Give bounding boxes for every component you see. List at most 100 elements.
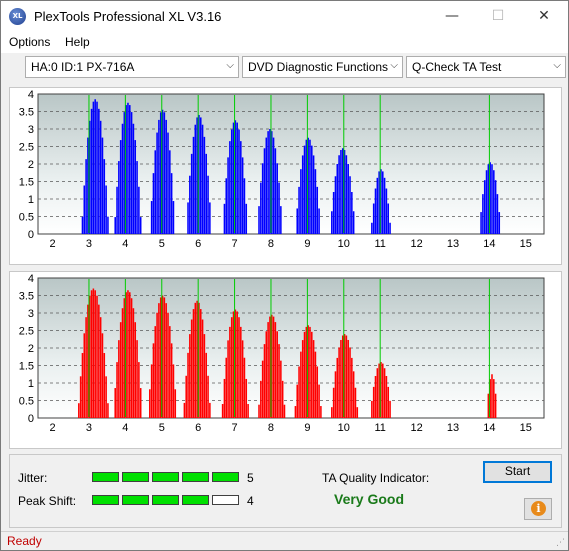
chevron-down-icon: ⌵ bbox=[226, 60, 234, 71]
histogram-bar bbox=[236, 311, 238, 418]
histogram-bar bbox=[83, 333, 86, 418]
histogram-bar bbox=[129, 105, 131, 234]
title-bar[interactable]: XL PlexTools Professional XL V3.16 — ☐ ✕ bbox=[1, 1, 568, 31]
histogram-bar bbox=[149, 389, 151, 418]
jitter-value: 5 bbox=[247, 471, 254, 485]
histogram-bar bbox=[260, 182, 262, 234]
pit-jitter-chart: 4 3.5 3 2.5 2 1.5 1 0.5 0 2 3 4 5 6 7 8 9 10 11 12 13 14 15 bbox=[19, 273, 545, 434]
y-tick-label: 3 bbox=[28, 124, 34, 136]
histogram-bar bbox=[107, 403, 109, 418]
function-select[interactable]: DVD Diagnostic Functions ⌵ bbox=[242, 56, 403, 78]
histogram-bar bbox=[489, 162, 491, 234]
histogram-bar bbox=[169, 150, 171, 234]
histogram-bar bbox=[494, 393, 497, 418]
histogram-bar bbox=[230, 317, 233, 418]
histogram-bar bbox=[349, 176, 351, 234]
histogram-bar bbox=[103, 353, 106, 418]
histogram-bar bbox=[81, 353, 84, 418]
histogram-bar bbox=[199, 117, 202, 234]
menu-bar: Options Help bbox=[1, 31, 568, 53]
histogram-bar bbox=[303, 145, 306, 234]
x-tick-label: 12 bbox=[410, 422, 422, 434]
histogram-bar bbox=[98, 108, 100, 234]
histogram-bar bbox=[247, 404, 249, 418]
histogram-bar bbox=[156, 132, 158, 234]
histogram-bar bbox=[114, 217, 116, 234]
start-button[interactable]: Start bbox=[483, 461, 552, 483]
histogram-bar bbox=[163, 297, 166, 418]
histogram-bar bbox=[116, 186, 118, 234]
histogram-bar bbox=[154, 150, 157, 234]
x-tick-label: 6 bbox=[195, 422, 201, 434]
window-title: PlexTools Professional XL V3.16 bbox=[34, 9, 222, 24]
x-tick-label: 7 bbox=[232, 238, 238, 250]
histogram-bar bbox=[236, 122, 238, 234]
histogram-bar bbox=[296, 208, 299, 234]
histogram-bar bbox=[163, 112, 166, 234]
status-text: Ready bbox=[7, 534, 42, 548]
drive-select[interactable]: HA:0 ID:1 PX-716A ⌵ bbox=[25, 56, 239, 78]
histogram-bar bbox=[174, 389, 177, 418]
close-button[interactable]: ✕ bbox=[538, 8, 550, 24]
histogram-bar bbox=[165, 303, 167, 418]
histogram-bar bbox=[372, 203, 375, 234]
test-select-value: Q-Check TA Test bbox=[412, 60, 502, 74]
histogram-bar bbox=[352, 211, 355, 234]
peak-shift-value: 4 bbox=[247, 494, 254, 508]
histogram-bar bbox=[316, 366, 319, 418]
histogram-bar bbox=[276, 331, 278, 418]
histogram-bar bbox=[129, 292, 131, 418]
meter-segment bbox=[152, 495, 179, 505]
x-tick-label: 12 bbox=[410, 238, 422, 250]
histogram-bar bbox=[387, 386, 390, 418]
x-tick-label: 14 bbox=[483, 422, 495, 434]
histogram-bar bbox=[340, 339, 342, 418]
x-tick-label: 4 bbox=[122, 422, 128, 434]
minimize-button[interactable]: — bbox=[445, 8, 459, 24]
menu-help[interactable]: Help bbox=[65, 35, 90, 49]
histogram-bar bbox=[105, 185, 107, 234]
y-tick-label: 0.5 bbox=[19, 396, 34, 408]
histogram-bar bbox=[92, 101, 95, 234]
histogram-bar bbox=[139, 217, 142, 234]
maximize-button[interactable]: ☐ bbox=[491, 8, 505, 24]
y-tick-label: 2.5 bbox=[19, 142, 34, 154]
info-button[interactable]: i bbox=[524, 498, 552, 520]
histogram-bar bbox=[170, 343, 173, 418]
y-tick-label: 4 bbox=[28, 89, 34, 101]
histogram-bar bbox=[169, 326, 171, 418]
histogram-bar bbox=[493, 379, 495, 418]
y-tick-label: 4 bbox=[28, 273, 34, 285]
histogram-bar bbox=[480, 212, 482, 234]
histogram-bar bbox=[265, 137, 268, 234]
meter-segment bbox=[92, 495, 119, 505]
histogram-bar bbox=[272, 137, 275, 234]
y-tick-label: 1.5 bbox=[19, 177, 34, 189]
x-tick-label: 13 bbox=[447, 238, 459, 250]
histogram-bar bbox=[389, 400, 391, 418]
histogram-bar bbox=[154, 326, 157, 418]
histogram-bar bbox=[298, 186, 300, 234]
drive-select-value: HA:0 ID:1 PX-716A bbox=[31, 60, 135, 74]
histogram-bar bbox=[382, 171, 384, 234]
histogram-bar bbox=[161, 109, 164, 234]
histogram-bar bbox=[298, 366, 300, 418]
histogram-bar bbox=[493, 170, 495, 234]
test-select[interactable]: Q-Check TA Test ⌵ bbox=[406, 56, 566, 78]
histogram-bar bbox=[305, 326, 308, 418]
histogram-bar bbox=[139, 388, 142, 418]
menu-options[interactable]: Options bbox=[9, 35, 51, 49]
histogram-bar bbox=[130, 298, 133, 418]
histogram-bar bbox=[127, 102, 129, 234]
y-tick-label: 2 bbox=[28, 159, 34, 171]
histogram-bar bbox=[300, 169, 302, 234]
histogram-bar bbox=[225, 357, 228, 418]
peak-shift-label: Peak Shift: bbox=[18, 494, 77, 508]
histogram-bar bbox=[221, 404, 224, 418]
histogram-bar bbox=[376, 177, 379, 234]
histogram-bar bbox=[234, 309, 237, 418]
histogram-bar bbox=[336, 164, 339, 234]
resize-grip-icon[interactable]: ⋰ bbox=[556, 538, 565, 548]
histogram-bar bbox=[261, 163, 264, 234]
histogram-bar bbox=[372, 386, 375, 418]
